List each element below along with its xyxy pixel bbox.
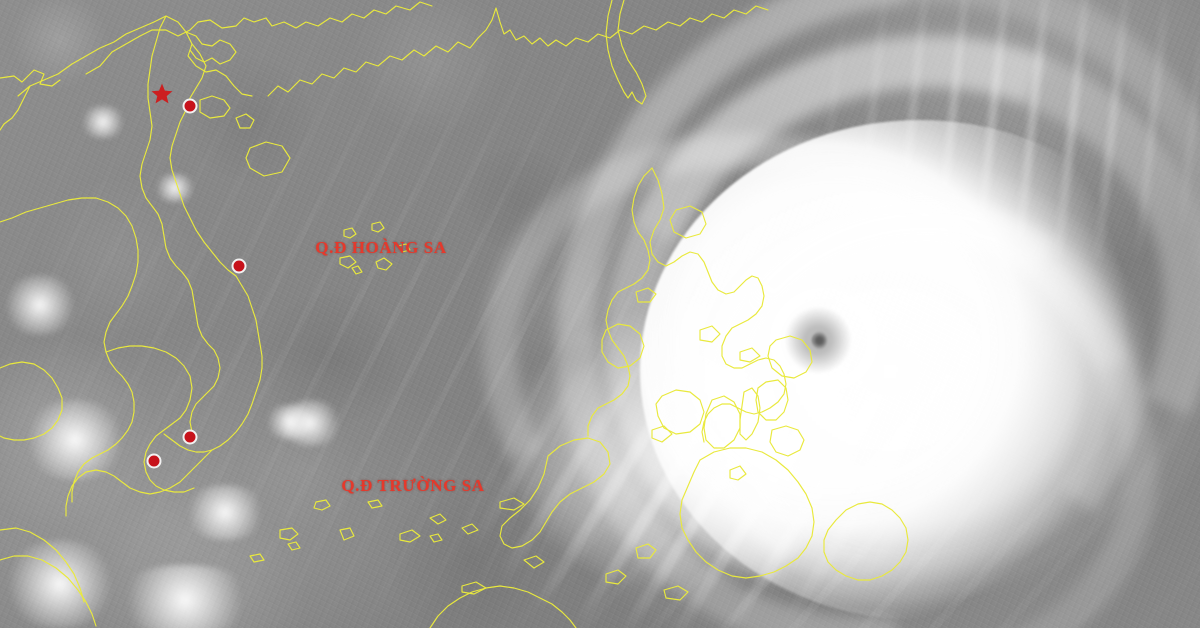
spratly-islet-11 [249, 553, 265, 563]
china-coastline [0, 1, 433, 87]
label-hoang-sa: Q.Đ HOÀNG SA [315, 238, 447, 257]
leyte-outline [755, 379, 789, 421]
spratly-islet-5 [399, 529, 421, 543]
outflow-cirrus [760, 0, 1200, 260]
borneo-sabah [823, 501, 909, 581]
samar-outline [767, 335, 813, 379]
luzon-west-coast [587, 167, 653, 437]
china-south-coast [267, 5, 769, 97]
cambodia-border [105, 345, 195, 493]
spratly-islet-6 [429, 513, 447, 525]
paracel-islet-6 [397, 243, 411, 253]
label-truong-sa: Q.Đ TRƯỜNG SA [341, 476, 485, 495]
spratly-islet-7 [429, 533, 443, 543]
island-small-b [235, 113, 255, 129]
sulu-islet-1 [635, 543, 657, 559]
borneo-north-coast [429, 585, 577, 628]
negros-outline [703, 395, 741, 449]
malay-peninsula [0, 555, 97, 627]
paracel-islet-1 [343, 227, 357, 239]
philippine-islet-b [699, 325, 721, 343]
palawan-outline [499, 437, 611, 549]
spratly-islet-10 [367, 499, 383, 509]
sulu-islet-3 [663, 585, 689, 601]
sulu-islet-2 [605, 569, 627, 585]
gulf-tonkin-coast [163, 43, 263, 453]
spratly-islet-13 [523, 555, 545, 569]
mekong-delta-coast [65, 449, 213, 517]
philippine-islet-a [635, 287, 657, 303]
paracel-islet-4 [375, 257, 393, 271]
convective-cell [262, 405, 318, 439]
paracel-islet-2 [371, 221, 385, 233]
luzon-outline [649, 167, 787, 443]
city-marker-south-east [182, 429, 198, 445]
central-dense-overcast [640, 120, 1200, 620]
mindanao-outline [679, 447, 815, 579]
capital-star-icon [150, 82, 174, 106]
paracel-islet-3 [339, 255, 357, 269]
city-marker-central [231, 258, 247, 274]
luzon-cordillera-lake [669, 205, 707, 239]
philippine-islet-e [729, 465, 747, 481]
bohol-outline [769, 425, 805, 457]
convective-cell [110, 565, 260, 628]
convective-cell [180, 485, 270, 540]
cebu-outline [739, 387, 761, 441]
hainan-outline [199, 95, 231, 119]
city-marker-south-west [146, 453, 162, 469]
convective-cell [0, 275, 80, 335]
paracel-islet-5 [351, 265, 363, 275]
spratly-islet-4 [287, 541, 301, 551]
philippine-islet-c [739, 347, 761, 363]
convective-cell [78, 106, 128, 138]
convective-cell [20, 400, 130, 480]
spratly-islet-12 [461, 581, 487, 595]
panay-outline [655, 389, 705, 435]
thailand-south [0, 527, 85, 603]
taiwan-outline [605, 0, 647, 105]
vietnam-china-frontier [0, 85, 31, 131]
spratly-islet-8 [461, 523, 479, 535]
spratly-islet-2 [279, 527, 299, 541]
typhoon-eye [812, 332, 827, 349]
laos-border [139, 15, 221, 433]
city-marker-north [182, 98, 198, 114]
vietnam-north-border [17, 15, 253, 97]
island-small-a [245, 141, 291, 177]
gulf-thailand-coast [0, 361, 63, 441]
thailand-east-border [0, 197, 139, 503]
spratly-islet-9 [499, 497, 525, 511]
spratly-islet-1 [313, 499, 331, 511]
spratly-islet-3 [339, 527, 355, 541]
red-river-delta [185, 31, 237, 65]
philippine-islet-d [651, 425, 673, 443]
mindoro-outline [601, 323, 645, 369]
